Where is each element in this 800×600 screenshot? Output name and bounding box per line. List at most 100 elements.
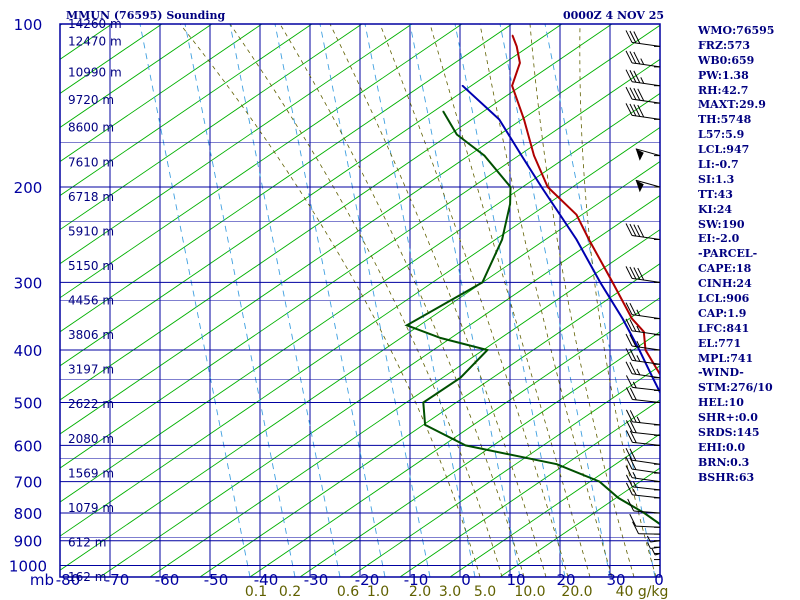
height-label: 12470 m [68, 34, 122, 48]
temperature-point [511, 84, 513, 87]
wind-barb [651, 548, 661, 556]
parcel-point [599, 281, 601, 284]
temperature-point [674, 402, 676, 404]
mixing-ratio-label: 10.0 [514, 584, 545, 600]
temperature-tick-label: 10 [506, 571, 525, 589]
index-item: FRZ:573 [698, 38, 751, 52]
index-item: SI:1.3 [698, 172, 735, 186]
dewpoint-point [706, 553, 708, 555]
index-item: CAPE:18 [698, 262, 752, 276]
index-item: CINH:24 [698, 277, 752, 291]
mixing-ratio-label: 0.2 [279, 584, 301, 600]
dewpoint-point [483, 154, 486, 157]
dewpoint-point [720, 567, 722, 569]
mixing-ratio-line [274, 24, 386, 577]
dewpoint-point [643, 512, 645, 514]
dewpoint-point [459, 376, 462, 379]
dry-adiabat-line [60, 24, 313, 197]
dry-adiabat-line [60, 160, 660, 571]
dry-adiabat-line [60, 24, 163, 94]
mixing-ratio-label: 2.0 [409, 584, 431, 600]
index-item: MAXT:29.9 [698, 98, 766, 112]
mixing-ratio-line [364, 24, 476, 577]
temperature-profile-line [511, 35, 660, 377]
pressure-tick-label: 100 [14, 16, 43, 34]
temperature-tick-label: -40 [254, 571, 279, 589]
mixing-ratio-line [499, 24, 611, 577]
chart-frame [59, 23, 661, 578]
temperature-point [631, 317, 633, 320]
height-label: 6718 m [68, 190, 114, 204]
dry-adiabat-line [60, 24, 513, 333]
index-item: SW:190 [698, 217, 745, 231]
mixing-ratio-line [544, 24, 656, 577]
wind-barb [625, 223, 661, 240]
parcel-point [461, 84, 464, 87]
parcel-point [710, 527, 712, 529]
temperature-point [575, 213, 578, 216]
parcel-point [498, 118, 501, 121]
temperature-point [689, 497, 691, 499]
wind-barb [625, 465, 661, 483]
temperature-point [688, 445, 690, 447]
parcel-point [705, 512, 707, 514]
dewpoint-point [509, 186, 512, 188]
parcel-point [638, 349, 641, 351]
dewpoint-point [617, 497, 620, 499]
parcel-point [672, 424, 674, 426]
wind-barb [635, 179, 661, 193]
temperature-tick-label: -20 [355, 571, 380, 589]
index-item: EL:771 [698, 336, 742, 350]
dry-adiabat-line [299, 331, 660, 577]
wind-barb [625, 409, 661, 426]
mixing-ratio-label: 40 g/kg [616, 584, 669, 600]
dry-adiabat-line [149, 229, 660, 577]
temperature-point [611, 281, 614, 284]
temperature-point [696, 512, 698, 514]
temperature-point [661, 377, 663, 379]
temperature-tick-label: 30 [606, 571, 625, 589]
temperature-point [689, 463, 691, 465]
temperature-point [689, 481, 691, 483]
wind-barb [646, 542, 661, 549]
stability-indices-panel: WMO:76595 FRZ:573 WB0:659 PW:1.38 RH:42.7 MAX… [698, 24, 774, 486]
dry-adiabat-line [60, 24, 563, 367]
index-item: TT:43 [698, 187, 733, 201]
parcel-point [679, 445, 681, 447]
temperature-point [714, 546, 716, 548]
wind-barb [632, 521, 661, 535]
index-item: -PARCEL- [698, 247, 758, 261]
dewpoint-point [439, 337, 442, 339]
temperature-point [760, 567, 762, 569]
dry-adiabat-line [60, 24, 613, 401]
wind-barb [627, 498, 661, 514]
height-label: 162 m [68, 570, 106, 584]
temperature-tick-label: -80 [56, 571, 81, 589]
temperature-tick-label: -10 [404, 571, 429, 589]
pressure-tick-label: 900 [14, 533, 43, 551]
mixing-ratio-line [139, 24, 251, 577]
temperature-point [533, 154, 535, 157]
sounding-datetime: 0000Z 4 NOV 25 [563, 9, 665, 22]
parcel-point [692, 481, 694, 483]
temperature-point [511, 34, 514, 37]
wind-barb [635, 148, 661, 161]
pressure-tick-label: 700 [14, 474, 43, 492]
parcel-point [575, 238, 578, 241]
dewpoint-point [501, 238, 503, 241]
dewpoint-point [598, 480, 601, 483]
dewpoint-point [509, 203, 511, 205]
mixing-ratio-label: 20.0 [561, 584, 592, 600]
parcel-point [698, 497, 700, 499]
mixing-ratio-label: 3.0 [439, 584, 461, 600]
index-item: BSHR:63 [698, 470, 755, 484]
pressure-unit-label: mb [30, 571, 54, 589]
mixing-ratio-line [409, 24, 521, 577]
pressure-tick-label: 1000 [9, 558, 47, 576]
parcel-point [520, 154, 523, 157]
dewpoint-point [406, 324, 408, 327]
temperature-point [707, 527, 709, 529]
height-label: 7610 m [68, 155, 114, 169]
wind-barb [625, 482, 661, 499]
wind-barb [625, 456, 661, 474]
